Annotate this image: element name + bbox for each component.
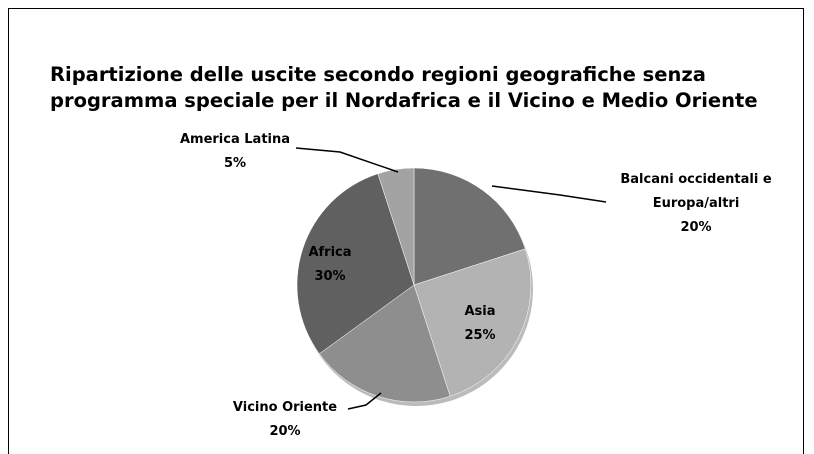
pie-slice (413, 167, 526, 286)
slice-category: Asia (464, 304, 496, 319)
slice-label: Vicino Oriente 20% (210, 396, 360, 444)
slice-category: America Latina (179, 132, 291, 147)
slice-value: 20% (680, 220, 712, 235)
leader-line (347, 392, 382, 410)
slice-label: Balcani occidentali e Europa/altri 20% (609, 168, 784, 240)
slice-category: Vicino Oriente (232, 400, 338, 415)
leader-line (295, 147, 399, 173)
slice-value: 25% (464, 328, 496, 343)
slice-label: Asia 25% (440, 300, 520, 348)
slice-value: 5% (223, 156, 247, 171)
slice-label: Africa 30% (290, 241, 370, 289)
leader-line (491, 185, 607, 203)
slice-value: 20% (269, 424, 301, 439)
chart-frame (8, 8, 804, 454)
pie-slice (413, 248, 532, 397)
slice-value: 30% (314, 269, 346, 284)
slice-category: Balcani occidentali e Europa/altri (620, 172, 772, 211)
slice-category: Africa (308, 245, 352, 260)
pie-slice (296, 173, 415, 355)
slice-label: America Latina 5% (160, 128, 310, 176)
pie-slice (377, 167, 415, 286)
chart-title: Ripartizione delle uscite secondo region… (50, 63, 758, 112)
